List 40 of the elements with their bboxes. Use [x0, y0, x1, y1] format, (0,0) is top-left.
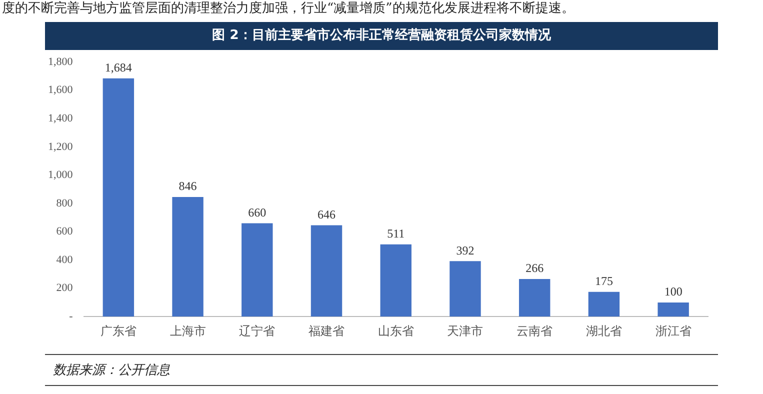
bar	[172, 196, 204, 317]
data-label: 100	[664, 284, 682, 299]
text: 度的不断完善与地方监管层面的清理整治力度加强，行业“减量增质”的规范化发展进程将不断提速。	[2, 1, 574, 17]
y-tick-label: 600	[56, 226, 74, 238]
bar	[518, 278, 550, 317]
x-tick-label: 湖北省	[586, 324, 622, 338]
x-tick-label: 浙江省	[655, 324, 692, 338]
bar	[242, 223, 273, 317]
bar	[450, 261, 481, 317]
bar	[310, 225, 342, 317]
source-note: 数据来源：公开信息	[45, 354, 718, 386]
x-tick-label: 云南省	[516, 324, 553, 338]
y-tick-label: 1,400	[48, 112, 74, 124]
y-tick-label: 200	[56, 282, 74, 294]
data-label: 175	[594, 274, 613, 288]
data-label: 266	[526, 261, 544, 276]
bar	[658, 302, 689, 317]
y-tick-label: 800	[56, 197, 74, 210]
x-tick-label: 辽宁省	[239, 324, 276, 338]
y-tick-label: 1,200	[48, 140, 74, 153]
data-label: 846	[178, 179, 197, 194]
data-label: 646	[318, 207, 336, 222]
y-tick-label: -	[69, 310, 74, 322]
y-tick-label: 400	[56, 254, 74, 266]
x-tick-label: 广东省	[100, 324, 136, 338]
x-tick-label: 山东省	[378, 324, 414, 338]
x-tick-label: 福建省	[308, 324, 345, 338]
y-tick-label: 1,600	[48, 84, 74, 96]
data-label: 392	[456, 243, 474, 258]
y-tick-label: 1,800	[48, 56, 74, 68]
bar	[102, 78, 134, 317]
y-tick-label: 1,000	[48, 169, 74, 182]
bar	[380, 244, 412, 317]
bar	[588, 292, 620, 317]
x-tick-label: 上海市	[170, 324, 206, 338]
data-label: 660	[248, 205, 266, 220]
data-label: 511	[387, 226, 405, 240]
chart-title: 图 2：目前主要省市公布非正常经营融资租赁公司家数情况	[45, 22, 718, 50]
data-label: 1,684	[104, 60, 132, 75]
x-tick-label: 天津市	[447, 324, 484, 338]
